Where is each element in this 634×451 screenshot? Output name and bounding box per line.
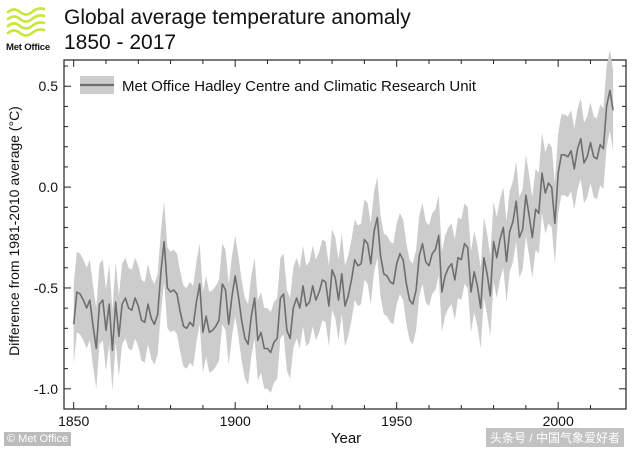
legend-entry: Met Office Hadley Centre and Climatic Re…: [122, 78, 477, 95]
plot-frame: [63, 59, 627, 410]
wave-logo-icon: [6, 7, 46, 37]
logo-text: Met Office: [6, 42, 50, 53]
uncertainty-band: [73, 49, 614, 393]
legend: Met Office Hadley Centre and Climatic Re…: [80, 76, 477, 95]
x-tick-label: 1850: [58, 413, 89, 429]
y-tick-label: -0.5: [34, 280, 58, 296]
x-tick-label: 1900: [220, 413, 251, 429]
series-line-layer: [72, 89, 614, 354]
met-office-logo: Met Office: [6, 4, 58, 56]
y-tick-label: 0.0: [39, 179, 59, 195]
watermark: 头条号 / 中国气象爱好者: [485, 428, 624, 447]
x-axis-label: Year: [331, 430, 361, 447]
chart-subtitle: 1850 - 2017: [64, 31, 177, 54]
chart-title: Global average temperature anomaly: [64, 6, 411, 29]
plot-border: [63, 59, 627, 410]
y-axis-label: Difference from 1981-2010 average (°C): [6, 106, 22, 356]
uncertainty-band-layer: [73, 49, 614, 393]
x-tick-label: 1950: [381, 413, 412, 429]
y-tick-label: -1.0: [34, 381, 58, 397]
y-tick-label: 0.5: [39, 78, 59, 94]
header: Met Office Global average temperature an…: [0, 0, 634, 60]
axes-layer: 1850 1900 1950 2000 -1.0 -0.5 0.0 0.5: [34, 60, 626, 429]
series-line: [72, 89, 614, 354]
image-credit: © Met Office: [4, 432, 72, 446]
x-tick-label: 2000: [543, 413, 574, 429]
